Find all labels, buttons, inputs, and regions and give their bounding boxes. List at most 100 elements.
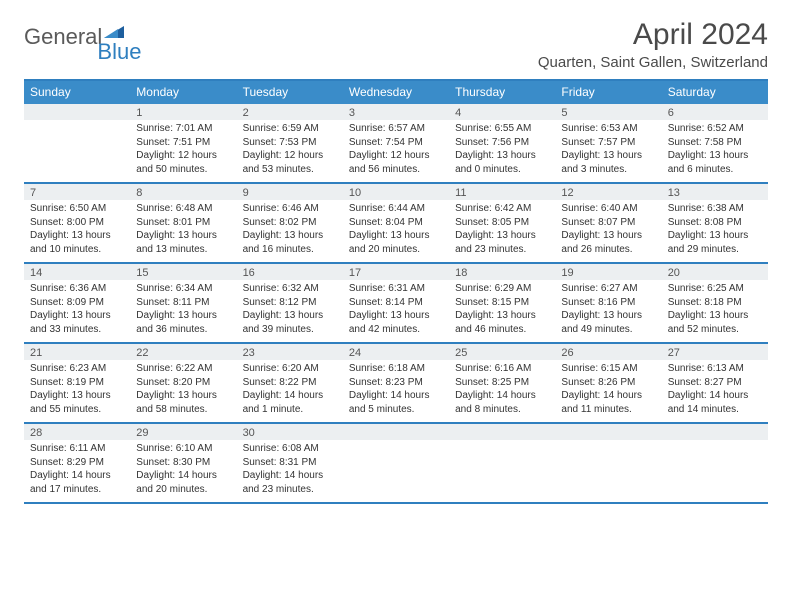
day-number: 15: [130, 264, 236, 280]
day-cell: [449, 424, 555, 502]
day-daylight2: and 58 minutes.: [136, 403, 230, 417]
day-body: Sunrise: 6:10 AMSunset: 8:30 PMDaylight:…: [130, 440, 236, 500]
weekday-thursday: Thursday: [449, 81, 555, 104]
day-daylight1: Daylight: 12 hours: [243, 149, 337, 163]
day-body: Sunrise: 6:42 AMSunset: 8:05 PMDaylight:…: [449, 200, 555, 260]
weeks-container: 1Sunrise: 7:01 AMSunset: 7:51 PMDaylight…: [24, 104, 768, 504]
day-body: Sunrise: 6:22 AMSunset: 8:20 PMDaylight:…: [130, 360, 236, 420]
day-sunset: Sunset: 8:30 PM: [136, 456, 230, 470]
day-daylight2: and 13 minutes.: [136, 243, 230, 257]
day-body: Sunrise: 7:01 AMSunset: 7:51 PMDaylight:…: [130, 120, 236, 180]
day-number: 4: [449, 104, 555, 120]
day-cell: 30Sunrise: 6:08 AMSunset: 8:31 PMDayligh…: [237, 424, 343, 502]
day-daylight2: and 8 minutes.: [455, 403, 549, 417]
day-daylight2: and 55 minutes.: [30, 403, 124, 417]
day-sunrise: Sunrise: 6:59 AM: [243, 122, 337, 136]
day-number: 2: [237, 104, 343, 120]
day-cell: [555, 424, 661, 502]
day-sunset: Sunset: 8:31 PM: [243, 456, 337, 470]
day-sunrise: Sunrise: 6:29 AM: [455, 282, 549, 296]
day-daylight1: Daylight: 13 hours: [455, 149, 549, 163]
day-body: Sunrise: 6:57 AMSunset: 7:54 PMDaylight:…: [343, 120, 449, 180]
day-number: [343, 424, 449, 440]
brand-first: General: [24, 24, 102, 50]
day-daylight2: and 29 minutes.: [668, 243, 762, 257]
day-number: 28: [24, 424, 130, 440]
day-sunset: Sunset: 8:26 PM: [561, 376, 655, 390]
day-daylight2: and 42 minutes.: [349, 323, 443, 337]
day-sunrise: Sunrise: 6:25 AM: [668, 282, 762, 296]
day-cell: 10Sunrise: 6:44 AMSunset: 8:04 PMDayligh…: [343, 184, 449, 262]
day-cell: 6Sunrise: 6:52 AMSunset: 7:58 PMDaylight…: [662, 104, 768, 182]
day-daylight2: and 0 minutes.: [455, 163, 549, 177]
day-daylight1: Daylight: 14 hours: [136, 469, 230, 483]
day-cell: 12Sunrise: 6:40 AMSunset: 8:07 PMDayligh…: [555, 184, 661, 262]
day-cell: 21Sunrise: 6:23 AMSunset: 8:19 PMDayligh…: [24, 344, 130, 422]
day-cell: 4Sunrise: 6:55 AMSunset: 7:56 PMDaylight…: [449, 104, 555, 182]
day-sunset: Sunset: 8:14 PM: [349, 296, 443, 310]
day-daylight2: and 23 minutes.: [455, 243, 549, 257]
day-cell: 23Sunrise: 6:20 AMSunset: 8:22 PMDayligh…: [237, 344, 343, 422]
day-daylight2: and 23 minutes.: [243, 483, 337, 497]
day-cell: 2Sunrise: 6:59 AMSunset: 7:53 PMDaylight…: [237, 104, 343, 182]
day-number: 9: [237, 184, 343, 200]
day-sunrise: Sunrise: 7:01 AM: [136, 122, 230, 136]
day-number: 3: [343, 104, 449, 120]
day-body: Sunrise: 6:55 AMSunset: 7:56 PMDaylight:…: [449, 120, 555, 180]
week-row: 21Sunrise: 6:23 AMSunset: 8:19 PMDayligh…: [24, 344, 768, 424]
day-cell: 8Sunrise: 6:48 AMSunset: 8:01 PMDaylight…: [130, 184, 236, 262]
day-cell: 7Sunrise: 6:50 AMSunset: 8:00 PMDaylight…: [24, 184, 130, 262]
day-sunset: Sunset: 8:09 PM: [30, 296, 124, 310]
day-cell: 25Sunrise: 6:16 AMSunset: 8:25 PMDayligh…: [449, 344, 555, 422]
day-cell: 3Sunrise: 6:57 AMSunset: 7:54 PMDaylight…: [343, 104, 449, 182]
week-row: 14Sunrise: 6:36 AMSunset: 8:09 PMDayligh…: [24, 264, 768, 344]
day-body: Sunrise: 6:40 AMSunset: 8:07 PMDaylight:…: [555, 200, 661, 260]
day-sunset: Sunset: 8:23 PM: [349, 376, 443, 390]
day-number: [24, 104, 130, 120]
day-daylight2: and 20 minutes.: [349, 243, 443, 257]
day-cell: 5Sunrise: 6:53 AMSunset: 7:57 PMDaylight…: [555, 104, 661, 182]
day-sunset: Sunset: 8:02 PM: [243, 216, 337, 230]
day-number: 24: [343, 344, 449, 360]
day-number: 22: [130, 344, 236, 360]
day-daylight1: Daylight: 14 hours: [243, 469, 337, 483]
day-sunrise: Sunrise: 6:50 AM: [30, 202, 124, 216]
day-daylight1: Daylight: 13 hours: [136, 229, 230, 243]
day-sunrise: Sunrise: 6:55 AM: [455, 122, 549, 136]
day-number: 13: [662, 184, 768, 200]
day-daylight1: Daylight: 13 hours: [668, 149, 762, 163]
day-sunrise: Sunrise: 6:27 AM: [561, 282, 655, 296]
day-sunset: Sunset: 8:18 PM: [668, 296, 762, 310]
day-sunset: Sunset: 8:01 PM: [136, 216, 230, 230]
title-block: April 2024 Quarten, Saint Gallen, Switze…: [538, 18, 768, 77]
day-number: 5: [555, 104, 661, 120]
day-sunrise: Sunrise: 6:40 AM: [561, 202, 655, 216]
day-cell: [24, 104, 130, 182]
day-cell: 28Sunrise: 6:11 AMSunset: 8:29 PMDayligh…: [24, 424, 130, 502]
day-body: Sunrise: 6:27 AMSunset: 8:16 PMDaylight:…: [555, 280, 661, 340]
day-number: 27: [662, 344, 768, 360]
day-sunset: Sunset: 8:27 PM: [668, 376, 762, 390]
day-sunrise: Sunrise: 6:38 AM: [668, 202, 762, 216]
day-body: Sunrise: 6:18 AMSunset: 8:23 PMDaylight:…: [343, 360, 449, 420]
day-sunset: Sunset: 7:57 PM: [561, 136, 655, 150]
day-daylight1: Daylight: 13 hours: [136, 389, 230, 403]
day-sunrise: Sunrise: 6:32 AM: [243, 282, 337, 296]
day-sunset: Sunset: 8:05 PM: [455, 216, 549, 230]
day-daylight1: Daylight: 12 hours: [349, 149, 443, 163]
day-sunset: Sunset: 7:58 PM: [668, 136, 762, 150]
day-daylight1: Daylight: 13 hours: [455, 309, 549, 323]
day-number: 12: [555, 184, 661, 200]
day-daylight1: Daylight: 13 hours: [30, 389, 124, 403]
day-daylight1: Daylight: 13 hours: [561, 229, 655, 243]
day-cell: 22Sunrise: 6:22 AMSunset: 8:20 PMDayligh…: [130, 344, 236, 422]
day-daylight1: Daylight: 14 hours: [30, 469, 124, 483]
day-daylight1: Daylight: 14 hours: [243, 389, 337, 403]
day-sunset: Sunset: 8:25 PM: [455, 376, 549, 390]
day-daylight1: Daylight: 13 hours: [561, 309, 655, 323]
day-number: 23: [237, 344, 343, 360]
day-body: Sunrise: 6:32 AMSunset: 8:12 PMDaylight:…: [237, 280, 343, 340]
day-daylight2: and 53 minutes.: [243, 163, 337, 177]
day-daylight2: and 6 minutes.: [668, 163, 762, 177]
day-cell: 27Sunrise: 6:13 AMSunset: 8:27 PMDayligh…: [662, 344, 768, 422]
